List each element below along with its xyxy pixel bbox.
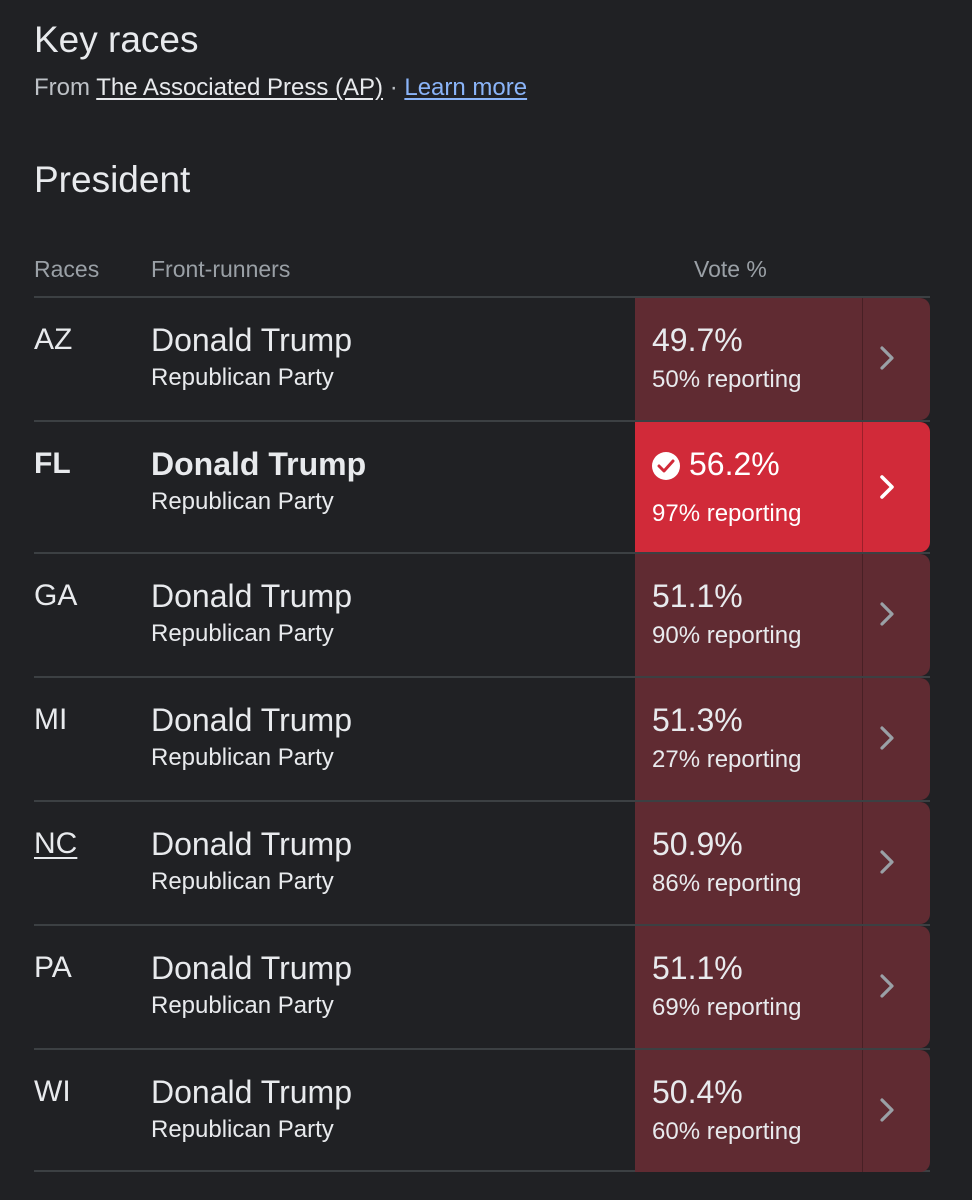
state-code: AZ <box>34 323 73 356</box>
ap-source-link[interactable]: The Associated Press (AP) <box>96 74 384 101</box>
race-row: PA Donald Trump Republican Party 51.1% 6… <box>34 924 930 1048</box>
reporting-status: 86% reporting <box>652 870 802 897</box>
reporting-status: 69% reporting <box>652 994 802 1021</box>
reporting-status: 50% reporting <box>652 366 802 393</box>
candidate-party: Republican Party <box>151 488 334 515</box>
chevron-right-icon <box>880 346 894 370</box>
vote-percent: 51.1% <box>652 578 743 614</box>
vote-divider <box>862 802 863 924</box>
vote-result-button[interactable]: 50.9% 86% reporting <box>635 802 930 924</box>
candidate-party: Republican Party <box>151 992 334 1019</box>
race-row: WI Donald Trump Republican Party 50.4% 6… <box>34 1048 930 1172</box>
race-row: NC Donald Trump Republican Party 50.9% 8… <box>34 800 930 924</box>
vote-result-button[interactable]: 51.1% 69% reporting <box>635 926 930 1048</box>
candidate-name: Donald Trump <box>151 578 352 614</box>
candidate-name: Donald Trump <box>151 950 352 986</box>
candidate-party: Republican Party <box>151 364 334 391</box>
candidate-name: Donald Trump <box>151 322 352 358</box>
source-line: From The Associated Press (AP) · Learn m… <box>34 72 527 104</box>
chevron-right-icon <box>880 602 894 626</box>
vote-result-button[interactable]: 56.2% 97% reporting <box>635 422 930 552</box>
race-row: MI Donald Trump Republican Party 51.3% 2… <box>34 676 930 800</box>
candidate-name: Donald Trump <box>151 826 352 862</box>
candidate-name: Donald Trump <box>151 1074 352 1110</box>
state-code: GA <box>34 579 78 612</box>
source-separator: · <box>389 74 398 101</box>
race-row: AZ Donald Trump Republican Party 49.7% 5… <box>34 296 930 420</box>
source-prefix: From <box>34 74 90 101</box>
reporting-status: 27% reporting <box>652 746 802 773</box>
candidate-name: Donald Trump <box>151 702 352 738</box>
race-row: FL Donald Trump Republican Party 56.2% 9… <box>34 420 930 552</box>
race-row: GA Donald Trump Republican Party 51.1% 9… <box>34 552 930 676</box>
vote-percent: 51.3% <box>652 702 743 738</box>
vote-result-button[interactable]: 50.4% 60% reporting <box>635 1050 930 1172</box>
chevron-right-icon <box>880 974 894 998</box>
chevron-right-icon <box>880 850 894 874</box>
vote-percent: 50.4% <box>652 1074 743 1110</box>
candidate-name: Donald Trump <box>151 446 367 482</box>
header-races: Races <box>34 256 100 282</box>
header-front-runners: Front-runners <box>151 256 291 282</box>
reporting-status: 90% reporting <box>652 622 802 649</box>
vote-percent: 51.1% <box>652 950 743 986</box>
candidate-party: Republican Party <box>151 868 334 895</box>
vote-percent: 56.2% <box>689 446 780 482</box>
learn-more-link[interactable]: Learn more <box>404 74 528 101</box>
reporting-status: 60% reporting <box>652 1118 802 1145</box>
vote-percent: 49.7% <box>652 322 743 358</box>
reporting-status: 97% reporting <box>652 500 802 527</box>
vote-percent: 50.9% <box>652 826 743 862</box>
chevron-right-icon <box>880 1098 894 1122</box>
vote-result-button[interactable]: 49.7% 50% reporting <box>635 298 930 420</box>
candidate-party: Republican Party <box>151 620 334 647</box>
chevron-right-icon <box>880 475 894 499</box>
candidate-party: Republican Party <box>151 744 334 771</box>
vote-divider <box>862 422 863 552</box>
state-code: FL <box>34 447 71 480</box>
table-header: Races Front-runners Vote % <box>34 252 930 292</box>
header-vote-percent: Vote % <box>694 256 767 282</box>
vote-divider <box>862 298 863 420</box>
check-circle-icon <box>652 452 680 480</box>
state-link[interactable]: NC <box>34 827 78 860</box>
race-list: AZ Donald Trump Republican Party 49.7% 5… <box>34 296 930 1172</box>
state-code: WI <box>34 1075 71 1108</box>
vote-divider <box>862 554 863 676</box>
chevron-right-icon <box>880 726 894 750</box>
section-title: President <box>34 159 191 200</box>
vote-result-button[interactable]: 51.3% 27% reporting <box>635 678 930 800</box>
state-code: MI <box>34 703 68 736</box>
vote-result-button[interactable]: 51.1% 90% reporting <box>635 554 930 676</box>
candidate-party: Republican Party <box>151 1116 334 1143</box>
vote-divider <box>862 1050 863 1172</box>
state-code: PA <box>34 951 72 984</box>
vote-divider <box>862 926 863 1048</box>
vote-divider <box>862 678 863 800</box>
panel-title: Key races <box>34 19 199 60</box>
